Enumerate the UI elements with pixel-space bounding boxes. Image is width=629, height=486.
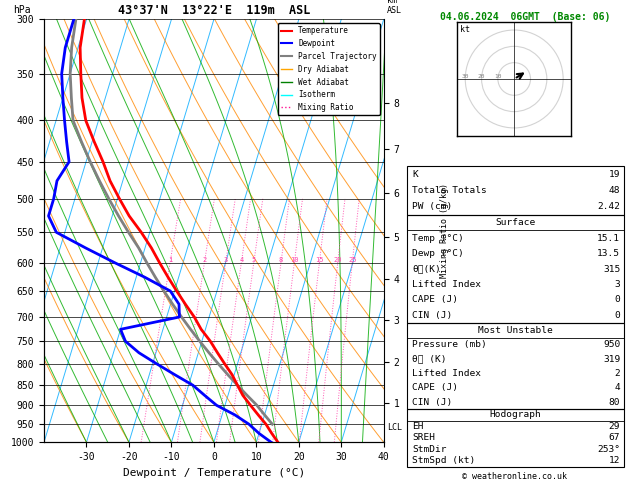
Text: Totals Totals: Totals Totals: [412, 186, 487, 195]
Text: Pressure (mb): Pressure (mb): [412, 340, 487, 349]
Text: 950: 950: [603, 340, 620, 349]
Text: Most Unstable: Most Unstable: [478, 326, 553, 335]
Text: Lifted Index: Lifted Index: [412, 369, 481, 378]
Text: PW (cm): PW (cm): [412, 202, 452, 211]
Text: Hodograph: Hodograph: [489, 411, 542, 419]
Text: 12: 12: [609, 456, 620, 465]
Text: 4: 4: [615, 383, 620, 392]
Text: km
ASL: km ASL: [387, 0, 402, 15]
Text: 20: 20: [333, 257, 342, 263]
Text: 10: 10: [494, 74, 502, 79]
Text: 319: 319: [603, 354, 620, 364]
Text: 315: 315: [603, 264, 620, 274]
Text: 253°: 253°: [597, 445, 620, 454]
Text: 4: 4: [239, 257, 243, 263]
Text: 3: 3: [223, 257, 228, 263]
Text: 15.1: 15.1: [597, 234, 620, 243]
Text: 19: 19: [609, 170, 620, 179]
Text: CIN (J): CIN (J): [412, 311, 452, 320]
Text: 48: 48: [609, 186, 620, 195]
Text: StmDir: StmDir: [412, 445, 447, 454]
Text: θᴄ (K): θᴄ (K): [412, 354, 447, 364]
Text: Lifted Index: Lifted Index: [412, 280, 481, 289]
Text: CIN (J): CIN (J): [412, 398, 452, 407]
Legend: Temperature, Dewpoint, Parcel Trajectory, Dry Adiabat, Wet Adiabat, Isotherm, Mi: Temperature, Dewpoint, Parcel Trajectory…: [277, 23, 380, 115]
Text: K: K: [412, 170, 418, 179]
Text: 3: 3: [615, 280, 620, 289]
Text: 15: 15: [315, 257, 323, 263]
Text: CAPE (J): CAPE (J): [412, 295, 458, 304]
Text: 25: 25: [348, 257, 357, 263]
Text: LCL: LCL: [387, 423, 402, 433]
Title: 43°37'N  13°22'E  119m  ASL: 43°37'N 13°22'E 119m ASL: [118, 4, 310, 17]
Text: SREH: SREH: [412, 434, 435, 442]
Text: 13.5: 13.5: [597, 249, 620, 258]
Text: 30: 30: [462, 74, 469, 79]
Text: Temp (°C): Temp (°C): [412, 234, 464, 243]
Text: 0: 0: [615, 295, 620, 304]
Text: CAPE (J): CAPE (J): [412, 383, 458, 392]
Text: hPa: hPa: [13, 5, 31, 15]
Text: Surface: Surface: [496, 218, 535, 227]
Text: 2.42: 2.42: [597, 202, 620, 211]
Text: Dewp (°C): Dewp (°C): [412, 249, 464, 258]
Text: 8: 8: [279, 257, 283, 263]
Text: 80: 80: [609, 398, 620, 407]
Text: 67: 67: [609, 434, 620, 442]
Text: 10: 10: [290, 257, 299, 263]
Text: 20: 20: [478, 74, 486, 79]
Text: θᴄ(K): θᴄ(K): [412, 264, 441, 274]
Text: 0: 0: [615, 311, 620, 320]
Text: StmSpd (kt): StmSpd (kt): [412, 456, 476, 465]
Text: 5: 5: [252, 257, 256, 263]
X-axis label: Dewpoint / Temperature (°C): Dewpoint / Temperature (°C): [123, 468, 305, 478]
Text: 2: 2: [615, 369, 620, 378]
Text: 1: 1: [168, 257, 172, 263]
Text: Mixing Ratio (g/kg): Mixing Ratio (g/kg): [440, 183, 449, 278]
Text: © weatheronline.co.uk: © weatheronline.co.uk: [462, 472, 567, 481]
Text: EH: EH: [412, 422, 423, 431]
Text: 04.06.2024  06GMT  (Base: 06): 04.06.2024 06GMT (Base: 06): [440, 12, 610, 22]
Text: kt: kt: [460, 25, 470, 34]
Text: 29: 29: [609, 422, 620, 431]
Text: 2: 2: [203, 257, 206, 263]
